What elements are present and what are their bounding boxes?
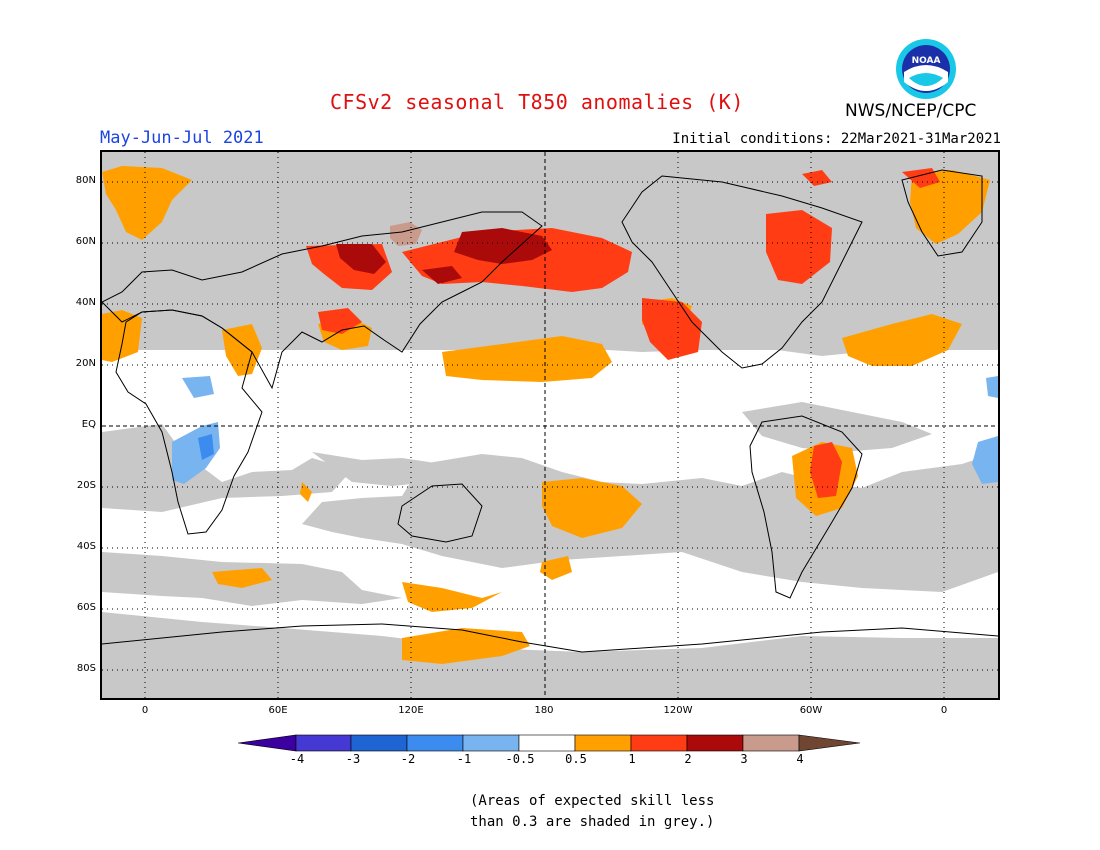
initial-conditions: Initial conditions: 22Mar2021-31Mar2021 [672, 131, 1001, 147]
colorbar-bin-6 [574, 734, 632, 752]
colorbar-tick: -1 [456, 752, 472, 766]
lon-label-0-east: 0 [940, 705, 948, 716]
colorbar-tick: 3 [740, 752, 748, 766]
colorbar-tick: -2 [400, 752, 416, 766]
footnote-line-2: than 0.3 are shaded in grey.) [470, 814, 715, 830]
lat-label-40s: 40S [76, 541, 96, 552]
colorbar-bin-3 [406, 734, 464, 752]
lat-label-80s: 80S [76, 663, 96, 674]
lat-label-20n: 20N [75, 358, 96, 369]
colorbar [238, 734, 861, 752]
lon-label-0: 0 [141, 705, 149, 716]
map-title: CFSv2 seasonal T850 anomalies (K) [330, 90, 744, 114]
warm-anomaly-2-3 [336, 228, 552, 284]
anomaly-map [100, 150, 1000, 700]
lat-label-60n: 60N [75, 236, 96, 247]
colorbar-bin-5 [518, 734, 576, 752]
colorbar-tick: -0.5 [505, 752, 535, 766]
lon-label-120w: 120W [663, 705, 693, 716]
colorbar-tick: 1 [628, 752, 636, 766]
cool-anomaly-areas [172, 376, 998, 484]
lon-label-60e: 60E [268, 705, 288, 716]
lon-label-120e: 120E [398, 705, 424, 716]
colorbar-tick: 2 [684, 752, 692, 766]
footnote-line-1: (Areas of expected skill less [470, 793, 715, 809]
svg-text:NOAA: NOAA [912, 56, 941, 66]
graticule [102, 152, 998, 698]
lat-label-eq: EQ [81, 419, 96, 430]
colorbar-bin-2 [350, 734, 408, 752]
coastlines [102, 169, 998, 653]
colorbar-bin-7 [630, 734, 688, 752]
colorbar-tick: -3 [345, 752, 361, 766]
colorbar-tick: 4 [796, 752, 804, 766]
agency-label: NWS/NCEP/CPC [845, 101, 977, 121]
lon-label-60w: 60W [799, 705, 823, 716]
map-canvas [102, 152, 998, 698]
skill-footnote: (Areas of expected skill less than 0.3 a… [470, 791, 714, 833]
colorbar-bin-4 [462, 734, 520, 752]
noaa-logo: NOAA [896, 39, 956, 99]
lat-label-40n: 40N [75, 297, 96, 308]
lat-label-80n: 80N [75, 175, 96, 186]
warm-anomaly-3-4 [390, 222, 422, 246]
colorbar-tick: 0.5 [565, 752, 587, 766]
colorbar-bin-1 [295, 734, 352, 752]
lat-label-20s: 20S [76, 480, 96, 491]
forecast-period: May-Jun-Jul 2021 [100, 128, 264, 148]
colorbar-bin-9 [742, 734, 800, 752]
lon-label-180: 180 [534, 705, 554, 716]
lat-label-60s: 60S [76, 602, 96, 613]
colorbar-tick: -4 [289, 752, 305, 766]
colorbar-high-arrow [798, 734, 861, 752]
colorbar-bin-8 [686, 734, 744, 752]
colorbar-low-arrow [238, 734, 297, 752]
